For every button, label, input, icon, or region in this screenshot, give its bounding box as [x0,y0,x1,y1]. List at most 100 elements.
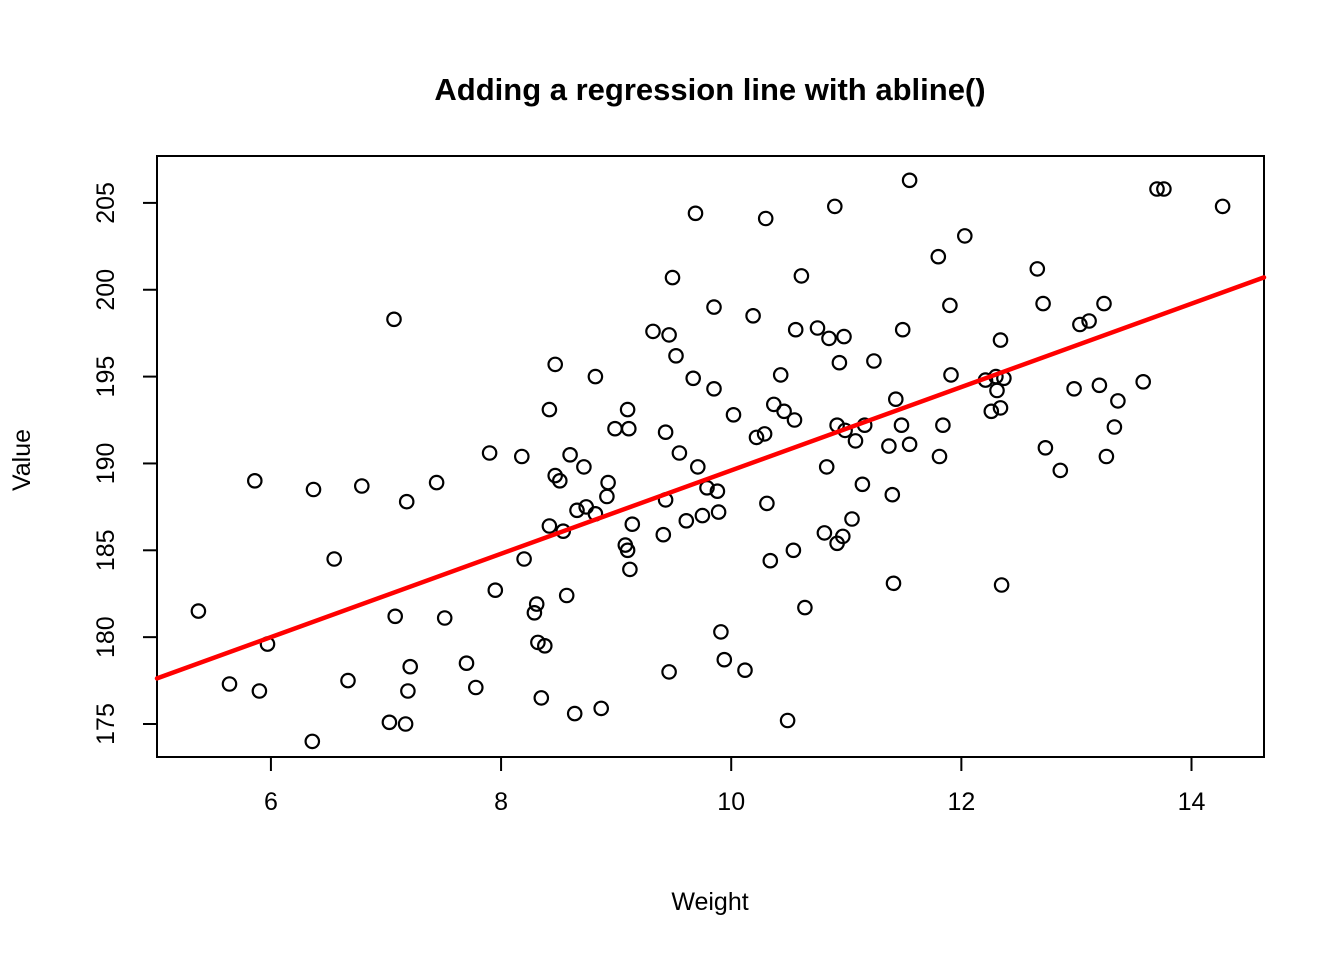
scatter-point [710,504,727,520]
scatter-point [694,507,711,524]
scatter-point [664,269,681,286]
scatter-point [600,474,616,491]
scatter-point [624,516,641,532]
scatter-point [786,412,803,428]
scatter-point [716,651,733,668]
scatter-point [528,596,545,612]
scatter-point [569,502,585,519]
scatter-point [513,448,530,465]
scatter-point [748,429,765,446]
scatter-point [1029,261,1046,277]
scatter-point [1098,448,1115,465]
scatter-point [304,733,321,750]
scatter-point [887,391,904,407]
scatter-point [340,672,356,689]
scatter-point [386,311,402,328]
y-axis-label: Value [8,429,36,491]
y-tick-label: 195 [92,356,120,398]
scatter-point [884,486,901,503]
scatter-point [1072,316,1088,333]
scatter-point [1149,181,1165,197]
scatter-point [251,683,268,699]
scatter-point [526,604,543,621]
scatter-point [713,624,729,640]
scatter-point [826,198,843,215]
scatter-point [398,493,415,510]
scatter-point [866,353,882,369]
y-tick-label: 180 [92,616,120,658]
scatter-point [547,467,563,484]
scatter-point [619,401,636,418]
scatter-point [935,417,951,433]
scatter-point [992,400,1009,416]
scatter-point [1066,380,1082,397]
scatter-point [305,481,322,498]
scatter-point [562,446,578,463]
scatter-point [687,205,704,222]
scatter-point [678,512,695,529]
scatter-point [533,690,550,706]
scatter-point [993,577,1010,593]
scatter-point [536,637,553,654]
scatter-point [854,476,871,493]
scatter-point [706,299,722,315]
scatter-point [943,367,959,383]
x-axis-label: Weight [671,888,748,916]
regression-line-group [154,275,1267,681]
scatter-point [745,307,761,324]
scatter-point [1091,377,1108,394]
scatter-point [779,712,796,729]
scatter-point [587,368,604,385]
scatter-point [931,448,948,465]
x-tick-label: 12 [947,788,975,816]
scatter-point [772,367,789,383]
scatter-point [668,347,684,364]
scatter-point [657,424,674,440]
scatter-point [847,433,864,449]
scatter-point [661,327,677,343]
y-tick-label: 185 [92,529,120,571]
scatter-point [661,664,677,680]
scatter-point [326,551,342,567]
scatter-point [353,478,370,494]
scatter-point [566,705,583,722]
scatter-point [558,587,575,604]
scatter-point [793,268,810,284]
scatter-point [689,459,706,475]
scatter-point [756,426,773,442]
scatter-points [190,172,1231,750]
scatter-point [762,552,779,569]
scatter-point [381,714,398,731]
scatter-point [725,406,742,423]
scatter-point [516,551,532,567]
scatter-point [576,459,592,475]
scatter-point [547,356,563,373]
scatter-point [685,370,701,387]
scatter-point [809,320,826,336]
scatter-point [622,561,638,578]
scatter-point [247,472,263,489]
scatter-point [402,658,418,675]
scatter-point [757,210,774,227]
scatter-point [797,599,813,616]
scatter-point [894,321,911,338]
scatter-point [818,459,835,475]
scatter-point [400,683,416,699]
scatter-point [619,542,636,559]
scatter-point [1052,462,1069,479]
scatter-point [785,542,802,559]
plot-box [156,155,1265,758]
x-tick-label: 10 [717,788,745,816]
scatter-point [599,488,615,505]
x-tick-label: 6 [264,788,278,816]
scatter-point [1096,295,1112,312]
scatter-point [901,172,918,189]
scatter-point [831,354,848,371]
scatter-point [901,436,918,453]
scatter-point [467,679,484,696]
scatter-point [709,483,726,499]
scatter-point [737,662,753,678]
scatter-point [989,382,1005,399]
scatter-point [930,248,947,265]
